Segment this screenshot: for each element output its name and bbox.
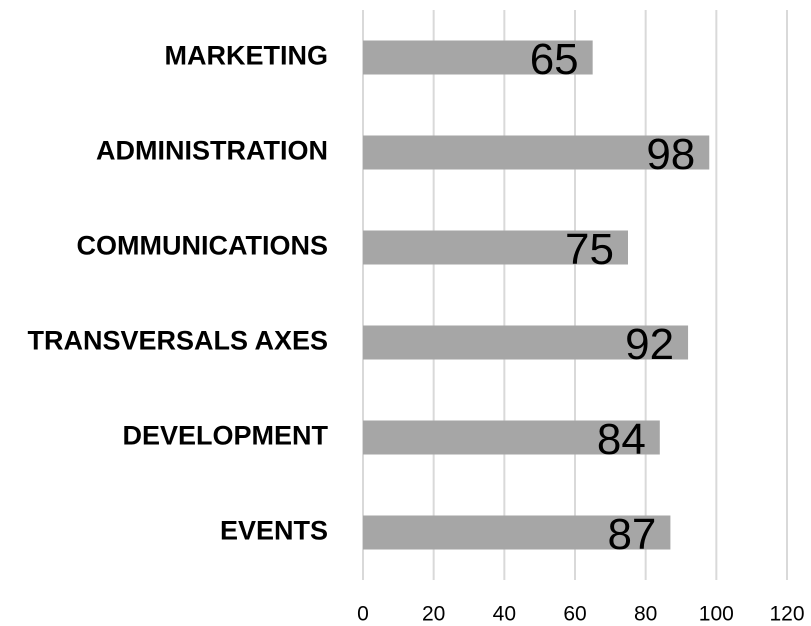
y-tick-label: MARKETING xyxy=(165,41,329,71)
bar xyxy=(363,40,593,75)
bar xyxy=(363,230,628,265)
data-label: 65 xyxy=(530,35,579,84)
bar xyxy=(363,420,660,455)
x-tick-label: 0 xyxy=(357,603,369,626)
x-tick-label: 60 xyxy=(563,603,586,626)
y-tick-label: COMMUNICATIONS xyxy=(77,231,328,261)
y-tick-label: DEVELOPMENT xyxy=(122,421,328,451)
data-label: 75 xyxy=(565,225,614,274)
y-tick-label: ADMINISTRATION xyxy=(96,136,328,166)
x-tick-label: 80 xyxy=(634,603,657,626)
data-label: 92 xyxy=(625,320,674,369)
y-tick-label: EVENTS xyxy=(220,516,328,546)
x-tick-label: 100 xyxy=(699,603,734,626)
y-tick-label: TRANSVERSALS AXES xyxy=(27,326,328,356)
bar xyxy=(363,325,689,360)
data-label: 98 xyxy=(646,130,695,179)
x-tick-label: 40 xyxy=(493,603,516,626)
data-label: 87 xyxy=(607,510,656,559)
bar xyxy=(363,515,671,550)
bar xyxy=(363,135,710,170)
data-label: 84 xyxy=(597,415,646,464)
x-tick-label: 20 xyxy=(422,603,445,626)
x-tick-label: 120 xyxy=(769,603,804,626)
